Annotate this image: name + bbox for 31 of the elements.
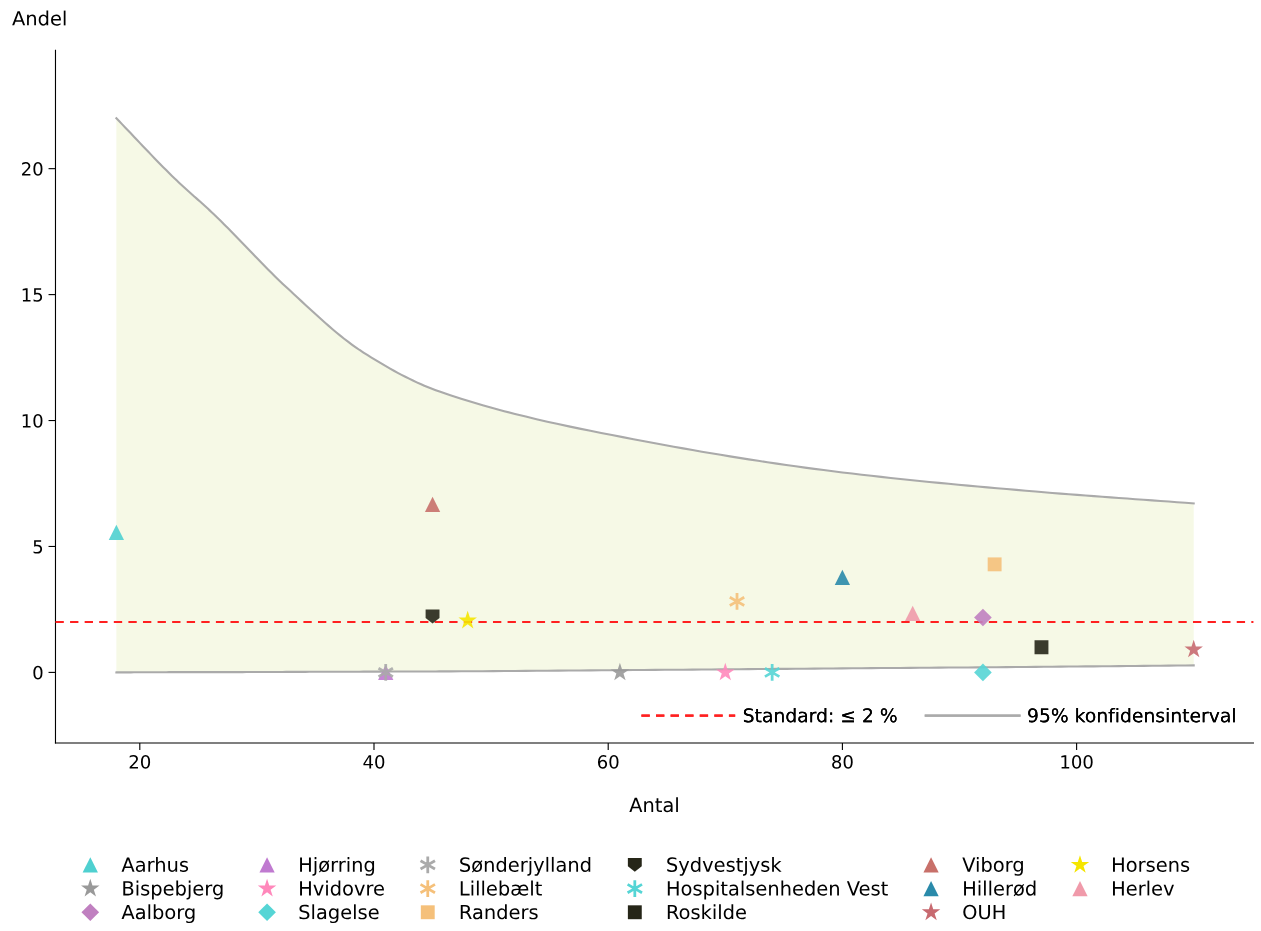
legend-label: OUH (963, 904, 1005, 920)
legend-label: Lillebælt (460, 880, 542, 896)
legend-label: 95% konfidensinterval (1028, 707, 1235, 723)
legend-label: Hvidovre (300, 880, 384, 896)
legend-label: Sønderjylland (460, 856, 591, 876)
legend-label: Hillerød (964, 880, 1036, 897)
legend-label: Horsens (1113, 857, 1190, 872)
x-tick-label: 40 (363, 755, 385, 769)
legend-label: Aarhus (121, 856, 189, 872)
y-tick-label: 5 (33, 540, 43, 554)
x-axis-title: Antal (629, 797, 678, 813)
y-tick-label: 10 (22, 413, 43, 428)
legend-label: Aalborg (121, 904, 195, 924)
y-axis-title: Andel (12, 10, 66, 26)
x-tick-label: 60 (597, 755, 619, 769)
legend-label: Standard: ≤ 2 % (743, 707, 897, 723)
legend-label: Roskilde (667, 904, 746, 920)
legend-label: Viborg (962, 856, 1023, 876)
x-tick-label: 20 (129, 755, 151, 769)
legend-label: Slagelse (299, 904, 379, 924)
legend-label: Sydvestjysk (667, 856, 782, 876)
x-tick-label: 80 (832, 755, 853, 769)
legend-label: Hospitalsenheden Vest (667, 880, 888, 900)
y-tick-label: 0 (33, 665, 43, 680)
legend-label: Bispebjerg (123, 880, 223, 900)
x-tick-label: 100 (1061, 755, 1093, 769)
legend-label: Herlev (1113, 880, 1174, 896)
y-tick-label: 20 (22, 162, 43, 176)
y-tick-label: 15 (22, 288, 43, 302)
legend-label: Randers (460, 904, 538, 920)
legend-label: Hjørring (300, 856, 375, 876)
